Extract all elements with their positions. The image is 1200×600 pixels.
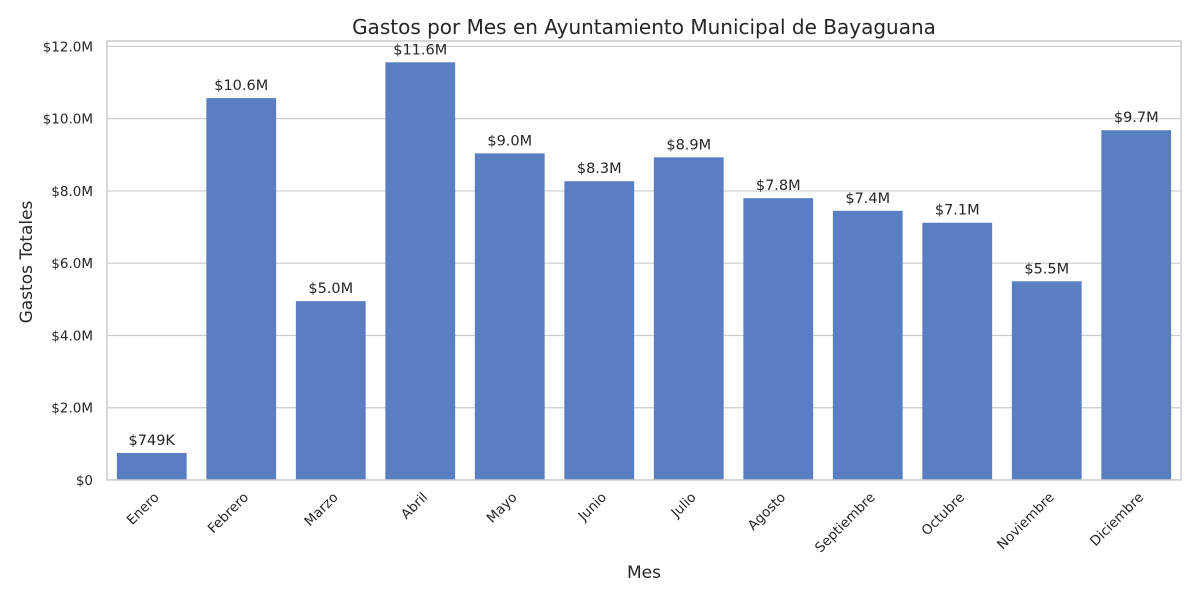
x-tick-label: Septiembre	[812, 490, 879, 557]
x-tick-label: Febrero	[205, 490, 252, 537]
bar-value-label: $9.7M	[1114, 110, 1159, 126]
x-tick-label: Noviembre	[994, 490, 1057, 553]
bar-marzo	[295, 301, 366, 480]
bar-value-label: $11.6M	[393, 42, 447, 58]
bar-septiembre	[832, 210, 903, 481]
x-tick-label: Marzo	[301, 490, 341, 530]
x-tick-label: Abril	[398, 490, 431, 523]
y-axis-ticks: $0 $2.0M $4.0M $6.0M $8.0M $10.0M $12.0M	[43, 39, 93, 489]
bar-julio	[653, 157, 724, 480]
plot-border	[106, 40, 1182, 481]
x-tick-label: Junio	[575, 490, 610, 525]
y-tick-label: $4.0M	[51, 328, 93, 344]
y-tick-label: $2.0M	[51, 401, 93, 417]
grid-layer	[107, 45, 1181, 481]
y-tick-label: $10.0M	[43, 112, 93, 128]
bar-value-label: $749K	[129, 433, 176, 449]
x-tick-label: Mayo	[484, 490, 521, 527]
x-axis-ticks: Enero Febrero Marzo Abril Mayo Junio Julio Agos…	[124, 490, 1147, 557]
bar-layer	[116, 62, 1172, 481]
bar-value-label: $5.5M	[1024, 261, 1069, 277]
data-label-layer: $749K $10.6M $5.0M $11.6M $9.0M $8.3M $8.9M $7.…	[129, 42, 1159, 449]
x-tick-label: Julio	[668, 490, 700, 522]
x-tick-label: Octubre	[919, 490, 969, 540]
bar-agosto	[743, 198, 814, 480]
bar-value-label: $8.9M	[666, 137, 711, 153]
bar-value-label: $7.8M	[756, 178, 801, 194]
bar-value-label: $9.0M	[487, 133, 532, 149]
x-tick-label: Enero	[124, 490, 163, 529]
chart-title: Gastos por Mes en Ayuntamiento Municipal…	[352, 15, 936, 39]
y-tick-label: $12.0M	[43, 39, 93, 55]
bar-octubre	[922, 222, 993, 481]
bar-mayo	[474, 153, 545, 480]
bar-value-label: $7.4M	[845, 191, 890, 207]
bar-value-label: $8.3M	[577, 161, 622, 177]
bar-value-label: $10.6M	[214, 78, 268, 94]
y-tick-label: $0	[76, 473, 93, 489]
bar-enero	[116, 452, 187, 480]
y-axis-label: Gastos Totales	[17, 200, 37, 323]
bar-diciembre	[1101, 130, 1172, 480]
plot-frame	[106, 40, 1182, 481]
y-tick-label: $8.0M	[51, 184, 93, 200]
bar-value-label: $5.0M	[308, 281, 353, 297]
bar-junio	[564, 181, 635, 480]
bar-noviembre	[1011, 281, 1082, 480]
bar-abril	[385, 62, 456, 481]
x-tick-label: Agosto	[745, 490, 789, 534]
x-tick-label: Diciembre	[1087, 490, 1147, 550]
bar-value-label: $7.1M	[935, 203, 980, 219]
x-axis-label: Mes	[627, 563, 661, 583]
bar-febrero	[206, 98, 277, 480]
y-tick-label: $6.0M	[51, 256, 93, 272]
